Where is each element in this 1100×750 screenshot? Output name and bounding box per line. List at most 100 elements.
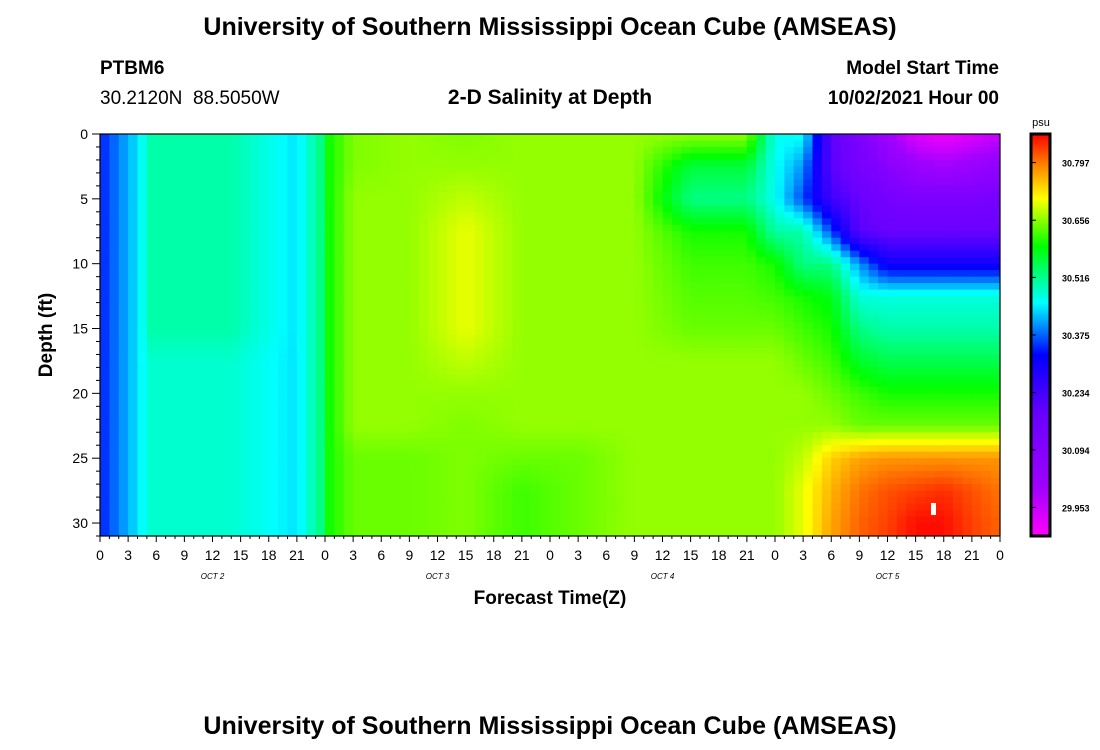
heatmap-cell	[296, 412, 307, 420]
heatmap-cell	[475, 328, 485, 336]
heatmap-cell	[343, 211, 354, 219]
heatmap-cell	[859, 179, 870, 187]
heatmap-cell	[287, 257, 298, 265]
heatmap-cell	[840, 140, 851, 148]
heatmap-cell	[765, 179, 776, 187]
heatmap-cell	[100, 172, 110, 180]
heatmap-cell	[681, 412, 692, 420]
heatmap-cell	[353, 166, 364, 174]
heatmap-cell	[906, 451, 917, 459]
heatmap-cell	[259, 237, 270, 245]
heatmap-cell	[887, 283, 898, 291]
heatmap-cell	[259, 244, 270, 252]
heatmap-cell	[934, 373, 945, 381]
heatmap-cell	[850, 360, 860, 369]
heatmap-cell	[850, 322, 860, 330]
heatmap-cell	[381, 393, 392, 401]
heatmap-cell	[671, 315, 682, 323]
heatmap-cell	[737, 354, 748, 362]
heatmap-cell	[540, 263, 551, 271]
heatmap-cell	[287, 419, 298, 427]
heatmap-cell	[512, 231, 523, 239]
heatmap-cell	[981, 412, 992, 420]
heatmap-cell	[343, 445, 354, 453]
heatmap-cell	[475, 464, 485, 472]
heatmap-cell	[756, 302, 767, 310]
heatmap-cell	[475, 341, 485, 349]
heatmap-cell	[784, 380, 795, 388]
heatmap-cell	[756, 464, 767, 472]
heatmap-cell	[587, 146, 598, 155]
heatmap-cell	[643, 166, 654, 174]
heatmap-cell	[925, 406, 935, 414]
heatmap-cell	[784, 159, 795, 168]
heatmap-cell	[934, 386, 945, 394]
heatmap-cell	[287, 360, 298, 369]
heatmap-cell	[718, 231, 729, 239]
heatmap-cell	[250, 218, 260, 226]
heatmap-cell	[568, 218, 579, 226]
heatmap-cell	[193, 244, 204, 252]
heatmap-cell	[878, 237, 889, 245]
heatmap-cell	[615, 360, 626, 369]
heatmap-cell	[250, 205, 260, 213]
heatmap-cell	[775, 289, 785, 297]
heatmap-cell	[184, 347, 195, 356]
heatmap-cell	[925, 224, 935, 232]
heatmap-cell	[268, 373, 279, 381]
heatmap-cell	[550, 445, 560, 453]
heatmap-cell	[690, 341, 701, 349]
heatmap-cell	[203, 179, 214, 187]
heatmap-cell	[278, 399, 289, 407]
heatmap-cell	[175, 438, 185, 446]
heatmap-cell	[934, 464, 945, 472]
heatmap-cell	[634, 406, 645, 414]
heatmap-cell	[259, 218, 270, 226]
heatmap-cell	[700, 335, 710, 343]
heatmap-cell	[325, 335, 335, 343]
heatmap-cell	[381, 146, 392, 155]
heatmap-cell	[446, 283, 457, 291]
heatmap-cell	[568, 341, 579, 349]
heatmap-cell	[484, 224, 495, 232]
heatmap-cell	[465, 464, 476, 472]
heatmap-cell	[718, 412, 729, 420]
heatmap-cell	[896, 302, 907, 310]
heatmap-cell	[840, 296, 851, 304]
heatmap-cell	[484, 166, 495, 174]
heatmap-cell	[887, 309, 898, 317]
heatmap-cell	[362, 438, 373, 446]
heatmap-cell	[568, 406, 579, 414]
heatmap-cell	[568, 354, 579, 362]
heatmap-cell	[793, 185, 804, 193]
heatmap-cell	[521, 224, 532, 232]
heatmap-cell	[578, 302, 589, 310]
heatmap-cell	[259, 153, 270, 161]
heatmap-cell	[896, 198, 907, 206]
heatmap-cell	[971, 146, 982, 155]
heatmap-cell	[681, 386, 692, 394]
heatmap-cell	[981, 347, 992, 356]
heatmap-cell	[287, 185, 298, 193]
heatmap-cell	[775, 438, 785, 446]
heatmap-cell	[475, 237, 485, 245]
heatmap-cell	[428, 140, 439, 148]
heatmap-cell	[315, 367, 326, 375]
heatmap-cell	[775, 283, 785, 291]
heatmap-cell	[109, 458, 120, 466]
heatmap-cell	[531, 159, 542, 168]
heatmap-cell	[596, 464, 607, 472]
heatmap-cell	[887, 406, 898, 414]
heatmap-cell	[250, 224, 260, 232]
heatmap-cell	[746, 211, 757, 219]
heatmap-cell	[371, 179, 382, 187]
heatmap-cell	[925, 218, 935, 226]
heatmap-cell	[165, 302, 176, 310]
heatmap-cell	[587, 205, 598, 213]
heatmap-cell	[353, 406, 364, 414]
heatmap-cell	[137, 185, 148, 193]
heatmap-cell	[371, 153, 382, 161]
heatmap-cell	[268, 393, 279, 401]
heatmap-cell	[146, 309, 157, 317]
heatmap-cell	[296, 419, 307, 427]
